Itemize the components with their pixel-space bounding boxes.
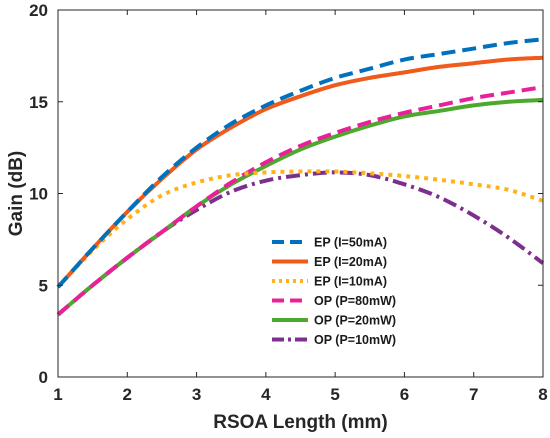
series-line-5 bbox=[56, 97, 544, 317]
axis-ticks bbox=[57, 9, 544, 378]
series-line-4 bbox=[56, 85, 544, 317]
x-tick-label: 7 bbox=[469, 385, 478, 404]
legend: EP (I=50mA) EP (I=20mA) EP (I=10mA) OP (P=8… bbox=[272, 236, 396, 347]
legend-label-2: EP (I=20mA) bbox=[314, 255, 387, 269]
y-axis-title: Gain (dB) bbox=[6, 151, 27, 237]
x-tick-label: 2 bbox=[123, 385, 132, 404]
legend-label-1: EP (I=50mA) bbox=[314, 236, 387, 250]
x-tick-label: 1 bbox=[53, 385, 62, 404]
series-line-1 bbox=[56, 37, 544, 289]
series-lines bbox=[56, 37, 545, 317]
legend-label-4: OP (P=80mW) bbox=[314, 294, 396, 308]
y-tick-label: 5 bbox=[39, 276, 48, 295]
legend-label-6: OP (P=10mW) bbox=[314, 333, 396, 347]
y-tick-label: 20 bbox=[29, 1, 48, 20]
axis-tick-labels: 1 2 3 4 5 6 7 8 0 5 10 15 20 bbox=[29, 1, 548, 404]
x-tick-label: 5 bbox=[330, 385, 339, 404]
legend-label-3: EP (I=10mA) bbox=[314, 275, 387, 289]
x-tick-label: 6 bbox=[400, 385, 409, 404]
series-line-3 bbox=[56, 169, 544, 289]
y-tick-label: 0 bbox=[39, 368, 48, 387]
x-tick-label: 3 bbox=[192, 385, 201, 404]
y-tick-label: 15 bbox=[29, 93, 48, 112]
x-axis-title: RSOA Length (mm) bbox=[213, 412, 388, 433]
y-tick-label: 10 bbox=[29, 185, 48, 204]
x-tick-label: 4 bbox=[261, 385, 271, 404]
x-tick-label: 8 bbox=[538, 385, 547, 404]
legend-label-5: OP (P=20mW) bbox=[314, 314, 396, 328]
